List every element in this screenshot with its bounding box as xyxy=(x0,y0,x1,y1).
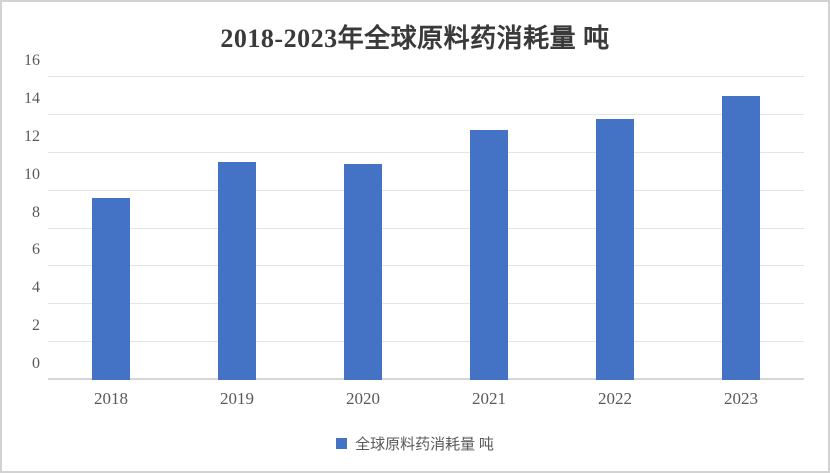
x-axis-label: 2019 xyxy=(220,389,254,408)
x-axis-label: 2021 xyxy=(472,389,506,408)
y-axis: 0 2 4 6 8 10 12 14 16 xyxy=(2,53,40,380)
y-axis-tick-label: 12 xyxy=(24,127,40,145)
legend-label: 全球原料药消耗量 吨 xyxy=(355,437,494,453)
y-axis-tick-label: 6 xyxy=(32,241,40,259)
bar-2022 xyxy=(596,118,634,380)
y-axis-tick-label: 0 xyxy=(32,355,40,372)
bar-slot xyxy=(552,77,678,380)
bar-slot xyxy=(426,77,552,380)
bar-2018 xyxy=(92,198,130,380)
y-axis-tick-label: 14 xyxy=(24,89,40,107)
y-axis-tick-label: 2 xyxy=(32,317,40,335)
bar-2019 xyxy=(218,162,256,380)
bar-slot xyxy=(48,77,174,380)
bar-2021 xyxy=(470,130,508,380)
gridline xyxy=(48,189,804,191)
gridline xyxy=(48,76,804,77)
bar-series xyxy=(48,77,804,380)
bar-2023 xyxy=(722,95,760,380)
gridline xyxy=(48,227,804,229)
x-axis: 2018 2019 2020 2021 2022 2023 xyxy=(48,388,804,410)
bar-2020 xyxy=(344,164,382,380)
gridline xyxy=(48,303,804,305)
bar-slot xyxy=(174,77,300,380)
x-axis-label: 2020 xyxy=(346,389,380,408)
bar-slot xyxy=(300,77,426,380)
legend-swatch-square-icon xyxy=(336,438,348,449)
chart-title: 2018-2023年全球原料药消耗量 吨 xyxy=(220,24,610,53)
x-axis-label: 2023 xyxy=(724,389,758,408)
y-axis-tick-label: 10 xyxy=(24,165,40,183)
gridline xyxy=(48,341,804,343)
y-axis-tick-label: 4 xyxy=(32,279,40,297)
legend: 全球原料药消耗量 吨 xyxy=(2,433,828,454)
x-axis-line xyxy=(48,378,804,380)
gridline xyxy=(48,265,804,267)
y-axis-tick-label: 8 xyxy=(32,203,40,221)
x-axis-label: 2022 xyxy=(598,389,632,408)
gridline xyxy=(48,113,804,115)
plot-area xyxy=(48,76,804,380)
y-axis-tick-label: 16 xyxy=(24,52,40,69)
gridline xyxy=(48,151,804,153)
bar-slot xyxy=(678,77,804,380)
x-axis-label: 2018 xyxy=(94,389,128,408)
